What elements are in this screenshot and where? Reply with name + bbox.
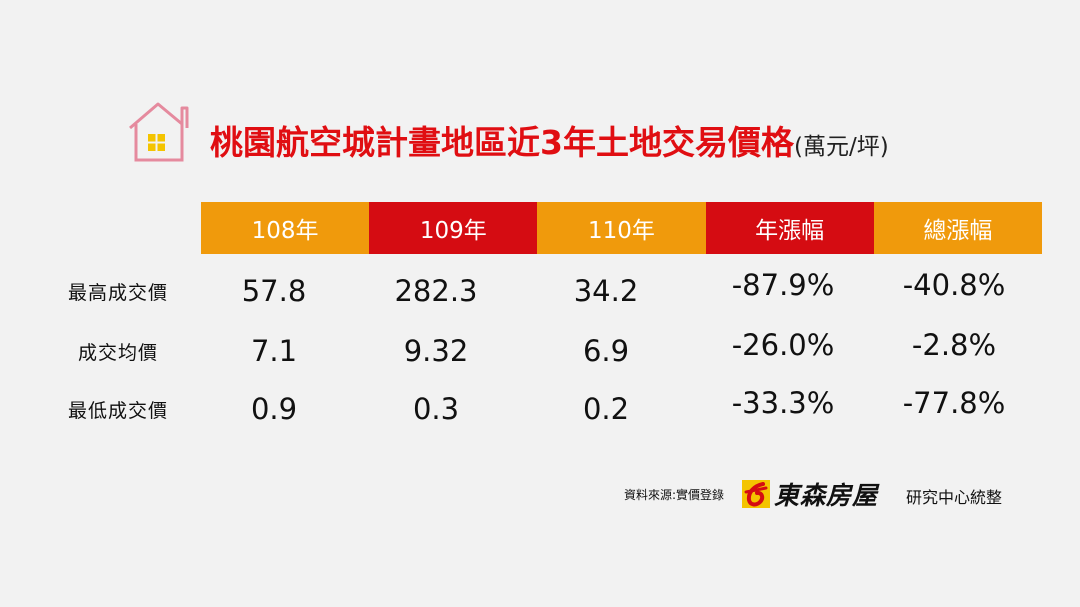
row-label-highest-price: 最高成交價 <box>67 281 168 304</box>
column-header-108: 108年 <box>201 202 370 254</box>
table-cell: -87.9% <box>731 268 835 302</box>
column-header-109: 109年 <box>369 202 538 254</box>
table-cell: 0.2 <box>582 392 630 426</box>
table-cell: -33.3% <box>731 386 835 420</box>
table-cell: -26.0% <box>731 328 835 362</box>
row-label-lowest-price: 最低成交價 <box>67 399 168 422</box>
row-label-average-price: 成交均價 <box>77 341 158 364</box>
table-cell: -40.8% <box>902 268 1006 302</box>
table-cell: 9.32 <box>403 334 469 368</box>
table-cell: 6.9 <box>582 334 630 368</box>
table-cell: 0.9 <box>250 392 298 426</box>
brand-logo-icon <box>742 480 770 508</box>
brand-logo-text: 東森房屋 <box>774 481 879 510</box>
table-cell: 57.8 <box>241 274 307 308</box>
table-cell: 34.2 <box>573 274 639 308</box>
column-header-annual-change: 年漲幅 <box>705 202 874 254</box>
table-header-row: 108年 109年 110年 年漲幅 總漲幅 <box>201 202 1042 254</box>
org-text: 研究中心統整 <box>906 488 1003 507</box>
title-unit: (萬元/坪) <box>793 134 889 160</box>
title-main: 桃園航空城計畫地區近3年土地交易價格 <box>210 123 794 162</box>
table-row: 成交均價 7.1 9.32 6.9 -26.0% -2.8% <box>0 326 1080 376</box>
house-icon <box>129 102 189 162</box>
table-cell: 0.3 <box>412 392 460 426</box>
column-header-total-change: 總漲幅 <box>873 202 1042 254</box>
table-cell: -2.8% <box>911 328 997 362</box>
table-cell: 7.1 <box>250 334 298 368</box>
table-cell: -77.8% <box>902 386 1006 420</box>
chart-title: 桃園航空城計畫地區近3年土地交易價格(萬元/坪) <box>210 116 889 164</box>
table-row: 最高成交價 57.8 282.3 34.2 -87.9% -40.8% <box>0 266 1080 316</box>
source-text: 資料來源:實價登錄 <box>624 488 725 502</box>
footer: 資料來源:實價登錄 東森房屋 研究中心統整 <box>0 474 1080 514</box>
column-header-110: 110年 <box>537 202 706 254</box>
table-row: 最低成交價 0.9 0.3 0.2 -33.3% -77.8% <box>0 384 1080 434</box>
table-cell: 282.3 <box>394 274 478 308</box>
